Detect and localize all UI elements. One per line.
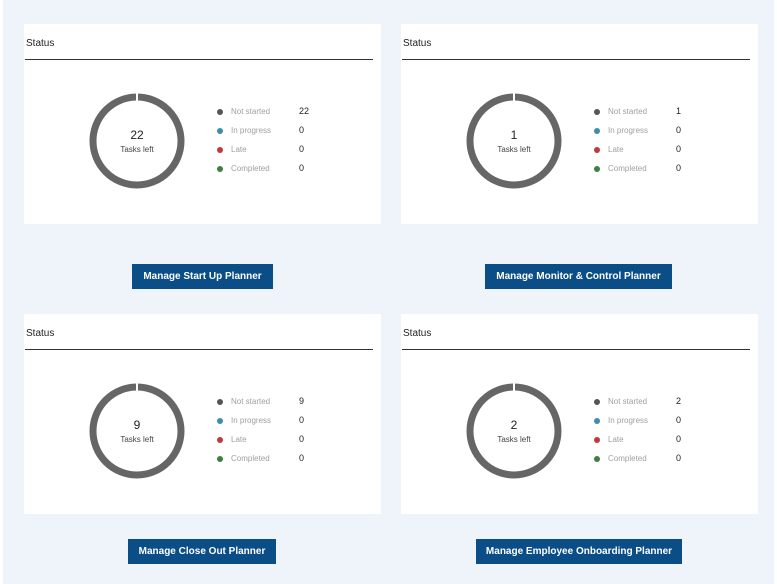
legend-value: 0: [299, 125, 305, 135]
legend-value: 9: [299, 396, 305, 406]
card-title: Status: [26, 38, 55, 49]
dot-icon: [594, 147, 600, 153]
tasks-left-label: Tasks left: [120, 145, 154, 154]
legend-label: In progress: [608, 416, 649, 425]
legend-label: Completed: [231, 164, 270, 173]
tasks-donut-chart: 2 Tasks left: [465, 382, 563, 480]
legend-label: Late: [231, 435, 247, 444]
legend-value: 0: [676, 434, 682, 444]
card-title: Status: [403, 328, 432, 339]
legend-label: Late: [608, 435, 624, 444]
tasks-left-label: Tasks left: [497, 145, 531, 154]
legend-label: Completed: [608, 164, 647, 173]
legend-value: 2: [676, 396, 682, 406]
status-legend: Not started 1 In progress 0 Late 0 Compl…: [594, 106, 704, 184]
dot-icon: [217, 109, 223, 115]
legend-item-late: Late 0: [594, 434, 704, 455]
legend-label: Completed: [608, 454, 647, 463]
dot-icon: [594, 437, 600, 443]
dot-icon: [594, 456, 600, 462]
legend-item-in-progress: In progress 0: [217, 125, 327, 146]
status-card-close-out: Status 9 Tasks left Not started 9 In pro…: [24, 314, 381, 514]
tasks-left-count: 2: [510, 418, 518, 432]
legend-value: 0: [676, 125, 682, 135]
legend-item-completed: Completed 0: [594, 163, 704, 184]
tasks-left-label: Tasks left: [497, 435, 531, 444]
dot-icon: [217, 437, 223, 443]
legend-value: 0: [299, 453, 305, 463]
legend-label: In progress: [231, 126, 272, 135]
legend-value: 0: [299, 434, 305, 444]
manage-close-out-planner-button[interactable]: Manage Close Out Planner: [128, 539, 276, 564]
legend-label: Late: [231, 145, 247, 154]
legend-value: 0: [676, 453, 682, 463]
legend-label: In progress: [608, 126, 649, 135]
status-card-start-up: Status 22 Tasks left Not started 22 In p…: [24, 24, 381, 224]
legend-item-not-started: Not started 9: [217, 396, 327, 417]
card-divider: [402, 59, 750, 60]
status-legend: Not started 22 In progress 0 Late 0 Comp…: [217, 106, 327, 184]
dot-icon: [217, 418, 223, 424]
dot-icon: [594, 418, 600, 424]
legend-item-late: Late 0: [594, 144, 704, 165]
legend-item-late: Late 0: [217, 144, 327, 165]
tasks-left-count: 22: [130, 128, 144, 142]
legend-value: 0: [676, 415, 682, 425]
legend-value: 0: [676, 144, 682, 154]
manage-monitor-control-planner-button[interactable]: Manage Monitor & Control Planner: [485, 264, 672, 289]
tasks-left-count: 9: [133, 418, 141, 432]
dot-icon: [217, 399, 223, 405]
legend-item-in-progress: In progress 0: [594, 125, 704, 146]
manage-start-up-planner-button[interactable]: Manage Start Up Planner: [132, 264, 273, 289]
card-title: Status: [403, 38, 432, 49]
legend-item-late: Late 0: [217, 434, 327, 455]
status-card-monitor-control: Status 1 Tasks left Not started 1 In pro…: [401, 24, 758, 224]
legend-item-completed: Completed 0: [594, 453, 704, 474]
dot-icon: [217, 166, 223, 172]
dot-icon: [594, 109, 600, 115]
legend-item-in-progress: In progress 0: [594, 415, 704, 436]
card-divider: [25, 349, 373, 350]
card-title: Status: [26, 328, 55, 339]
legend-item-in-progress: In progress 0: [217, 415, 327, 436]
legend-value: 0: [299, 144, 305, 154]
status-legend: Not started 9 In progress 0 Late 0 Compl…: [217, 396, 327, 474]
card-divider: [25, 59, 373, 60]
tasks-left-label: Tasks left: [120, 435, 154, 444]
tasks-left-count: 1: [510, 128, 518, 142]
status-card-employee-onboarding: Status 2 Tasks left Not started 2 In pro…: [401, 314, 758, 514]
legend-label: Not started: [608, 397, 648, 406]
legend-label: Late: [608, 145, 624, 154]
legend-label: Not started: [231, 397, 271, 406]
card-divider: [402, 349, 750, 350]
dot-icon: [217, 128, 223, 134]
legend-value: 0: [299, 163, 305, 173]
dot-icon: [594, 166, 600, 172]
dot-icon: [594, 128, 600, 134]
legend-value: 0: [299, 415, 305, 425]
legend-label: Not started: [231, 107, 271, 116]
legend-item-not-started: Not started 1: [594, 106, 704, 127]
dot-icon: [594, 399, 600, 405]
legend-item-not-started: Not started 22: [217, 106, 327, 127]
manage-employee-onboarding-planner-button[interactable]: Manage Employee Onboarding Planner: [476, 539, 682, 564]
tasks-donut-chart: 1 Tasks left: [465, 92, 563, 190]
dot-icon: [217, 456, 223, 462]
legend-value: 1: [676, 106, 682, 116]
dot-icon: [217, 147, 223, 153]
tasks-donut-chart: 9 Tasks left: [88, 382, 186, 480]
legend-label: Not started: [608, 107, 648, 116]
legend-item-completed: Completed 0: [217, 453, 327, 474]
legend-value: 0: [676, 163, 682, 173]
status-legend: Not started 2 In progress 0 Late 0 Compl…: [594, 396, 704, 474]
legend-label: In progress: [231, 416, 272, 425]
tasks-donut-chart: 22 Tasks left: [88, 92, 186, 190]
legend-label: Completed: [231, 454, 270, 463]
legend-item-completed: Completed 0: [217, 163, 327, 184]
legend-value: 22: [299, 106, 310, 116]
legend-item-not-started: Not started 2: [594, 396, 704, 417]
